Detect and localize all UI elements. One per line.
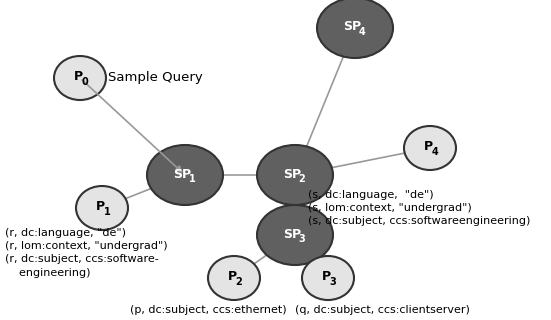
Text: 4: 4 bbox=[431, 147, 439, 157]
Ellipse shape bbox=[76, 186, 128, 230]
Text: P: P bbox=[73, 70, 83, 84]
Text: SP: SP bbox=[343, 20, 361, 34]
Text: SP: SP bbox=[283, 228, 301, 241]
Text: Sample Query: Sample Query bbox=[108, 71, 203, 84]
Text: (p, dc:subject, ccs:ethernet): (p, dc:subject, ccs:ethernet) bbox=[130, 305, 287, 315]
Ellipse shape bbox=[257, 205, 333, 265]
Ellipse shape bbox=[208, 256, 260, 300]
Text: P: P bbox=[95, 201, 105, 213]
Ellipse shape bbox=[302, 256, 354, 300]
Text: P: P bbox=[321, 270, 331, 284]
Text: P: P bbox=[228, 270, 236, 284]
Text: SP: SP bbox=[283, 167, 301, 180]
Text: 1: 1 bbox=[104, 207, 110, 217]
Text: 2: 2 bbox=[299, 174, 305, 184]
Ellipse shape bbox=[404, 126, 456, 170]
Text: (r, dc:language, "de")
(r, lom:context, "undergrad")
(r, dc:subject, ccs:softwar: (r, dc:language, "de") (r, lom:context, … bbox=[5, 228, 168, 277]
Ellipse shape bbox=[317, 0, 393, 58]
Text: SP: SP bbox=[173, 167, 191, 180]
Text: (q, dc:subject, ccs:clientserver): (q, dc:subject, ccs:clientserver) bbox=[295, 305, 470, 315]
Text: P: P bbox=[423, 140, 433, 154]
Text: 3: 3 bbox=[329, 277, 336, 287]
Text: 3: 3 bbox=[299, 234, 305, 244]
Text: 4: 4 bbox=[359, 27, 365, 37]
Text: (s, dc:language,  "de")
(s, lom:context, "undergrad")
(s, dc:subject, ccs:softwa: (s, dc:language, "de") (s, lom:context, … bbox=[308, 190, 531, 227]
Ellipse shape bbox=[257, 145, 333, 205]
Text: 0: 0 bbox=[82, 77, 88, 87]
Ellipse shape bbox=[54, 56, 106, 100]
Ellipse shape bbox=[147, 145, 223, 205]
Text: 1: 1 bbox=[188, 174, 196, 184]
Text: 2: 2 bbox=[236, 277, 242, 287]
